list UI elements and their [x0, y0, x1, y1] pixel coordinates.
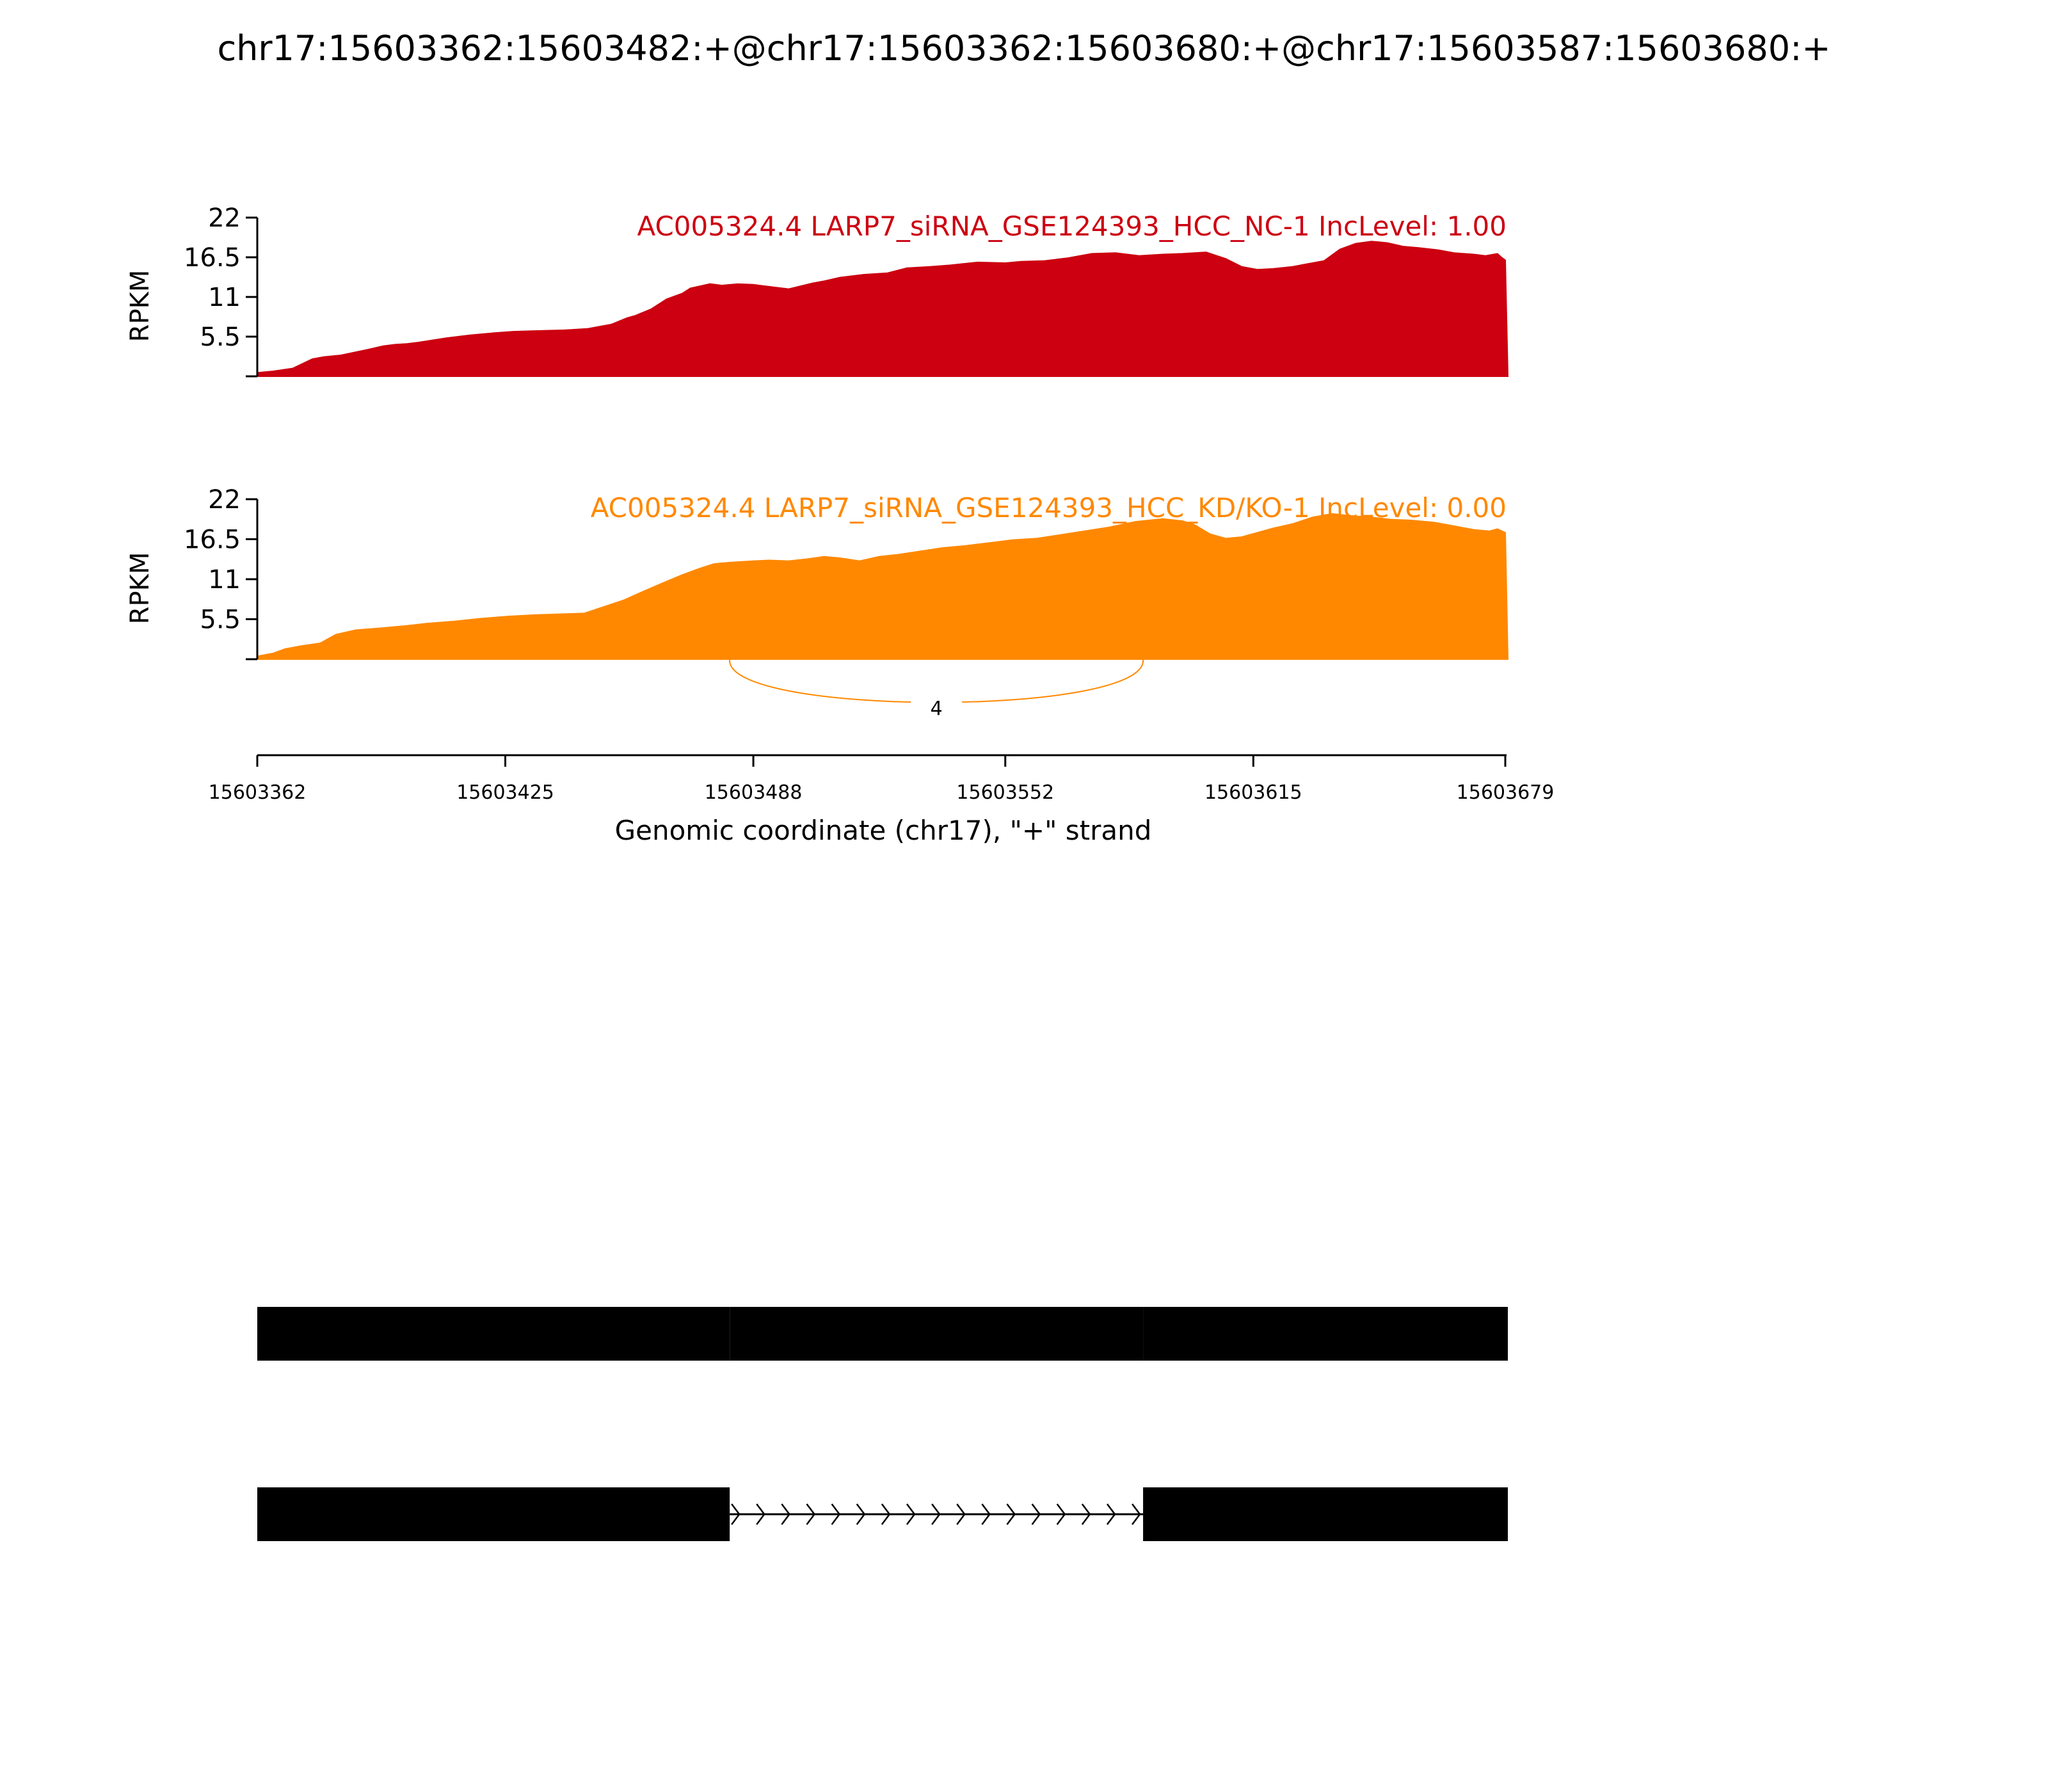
strand-chevron [881, 1503, 891, 1525]
y-tick-label: 11 [208, 283, 241, 312]
strand-chevron [1056, 1503, 1066, 1525]
x-tick-label: 15603615 [1204, 781, 1302, 804]
x-tick-label: 15603679 [1457, 781, 1555, 804]
coverage-area [257, 513, 1509, 660]
exon-block [257, 1487, 730, 1541]
exon-block [257, 1307, 730, 1361]
coverage-panel-nc: 5.5 11 16.5 22 RPKM AC005324.4 LARP7_siRNA_GS… [125, 204, 1509, 378]
y-tick-label: 16.5 [184, 525, 241, 555]
y-tick-label: 11 [208, 565, 241, 595]
y-axis-label: RPKM [125, 270, 155, 342]
y-tick-label: 22 [208, 204, 241, 233]
y-tick-label: 5.5 [200, 323, 241, 352]
exon-block [1143, 1487, 1508, 1541]
junction-label: 4 [931, 698, 943, 720]
y-tick-label: 5.5 [200, 605, 241, 635]
strand-chevron [981, 1503, 991, 1525]
splice-junction: 4 [729, 659, 1144, 721]
strand-chevron [1081, 1503, 1091, 1525]
coverage-panel-kd: 5.5 11 16.5 22 RPKM AC005324.4 LARP7_siRNA_GS… [125, 485, 1509, 660]
chart-title: chr17:15603362:15603482:+@chr17:15603362… [217, 28, 1830, 68]
strand-chevron [1106, 1503, 1116, 1525]
strand-chevron [806, 1503, 816, 1525]
strand-chevron [856, 1503, 866, 1525]
strand-chevron [781, 1503, 790, 1525]
strand-chevron [956, 1503, 966, 1525]
coverage-area [257, 241, 1509, 377]
y-axis-label: RPKM [125, 552, 155, 625]
x-tick-label: 15603552 [956, 781, 1054, 804]
strand-chevron [906, 1503, 916, 1525]
strand-chevron [831, 1503, 841, 1525]
x-tick-label: 15603362 [209, 781, 307, 804]
panel-label: AC005324.4 LARP7_siRNA_GSE124393_HCC_NC-… [637, 211, 1507, 242]
strand-chevron [731, 1503, 740, 1525]
x-tick-label: 15603488 [705, 781, 803, 804]
junction-label-bg [911, 695, 963, 721]
y-tick-label: 22 [208, 485, 241, 515]
gene-models [257, 1307, 1508, 1541]
strand-chevron [931, 1503, 941, 1525]
exon-block [730, 1307, 1144, 1361]
strand-chevron [1031, 1503, 1041, 1525]
x-axis-label: Genomic coordinate (chr17), "+" strand [615, 815, 1152, 846]
y-tick-label: 16.5 [184, 243, 241, 273]
strand-chevron [756, 1503, 765, 1525]
x-tick-label: 15603425 [456, 781, 554, 804]
x-axis: 15603362 15603425 15603488 15603552 15603615… [209, 754, 1555, 804]
strand-chevron [1006, 1503, 1016, 1525]
strand-chevron [1132, 1503, 1141, 1525]
exon-block [1143, 1307, 1508, 1361]
panel-label: AC005324.4 LARP7_siRNA_GSE124393_HCC_KD/… [591, 492, 1507, 524]
